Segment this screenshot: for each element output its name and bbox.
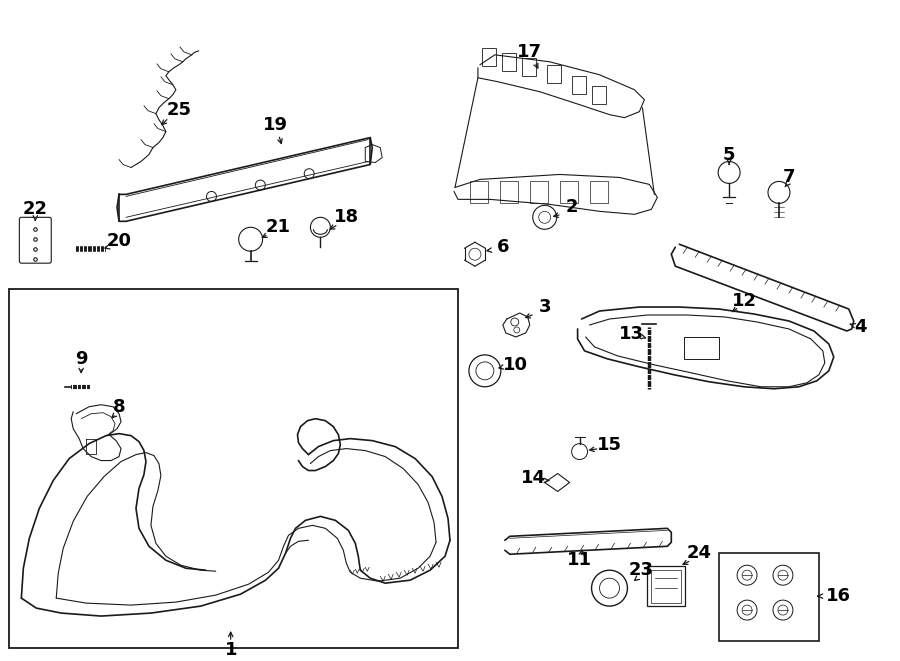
Text: 7: 7 [783, 169, 796, 186]
Text: 8: 8 [112, 398, 125, 416]
Text: 21: 21 [266, 218, 291, 236]
Bar [572, 76, 586, 94]
Text: 23: 23 [629, 561, 654, 579]
Bar [9, 289, 458, 648]
Text: 15: 15 [597, 436, 622, 453]
Bar [500, 181, 518, 204]
Text: 13: 13 [619, 325, 644, 343]
Text: 9: 9 [75, 350, 87, 368]
Bar [470, 181, 488, 204]
Text: 17: 17 [518, 43, 542, 61]
Text: 22: 22 [22, 200, 48, 218]
Bar [546, 65, 561, 83]
Bar [522, 58, 536, 76]
Bar [591, 86, 606, 104]
Text: 14: 14 [521, 469, 546, 488]
Text: 12: 12 [732, 292, 757, 310]
Bar [502, 53, 516, 71]
Text: 18: 18 [334, 208, 359, 226]
Text: 16: 16 [826, 587, 851, 605]
Text: 24: 24 [687, 544, 712, 563]
Bar [719, 553, 819, 641]
Text: 2: 2 [565, 198, 578, 216]
Text: 3: 3 [538, 298, 551, 316]
Bar [652, 570, 681, 603]
Text: 1: 1 [224, 641, 237, 659]
Text: 25: 25 [166, 100, 192, 119]
Text: 19: 19 [263, 116, 288, 134]
Text: 10: 10 [503, 356, 528, 374]
Bar [590, 181, 608, 204]
Bar [560, 181, 578, 204]
Text: 5: 5 [723, 145, 735, 163]
Bar [684, 337, 719, 359]
Bar [482, 48, 496, 66]
Text: 6: 6 [497, 238, 509, 256]
Bar [647, 566, 685, 606]
Text: 4: 4 [854, 318, 867, 336]
Text: 11: 11 [567, 551, 592, 569]
Bar [530, 181, 548, 204]
Text: 20: 20 [106, 232, 131, 251]
